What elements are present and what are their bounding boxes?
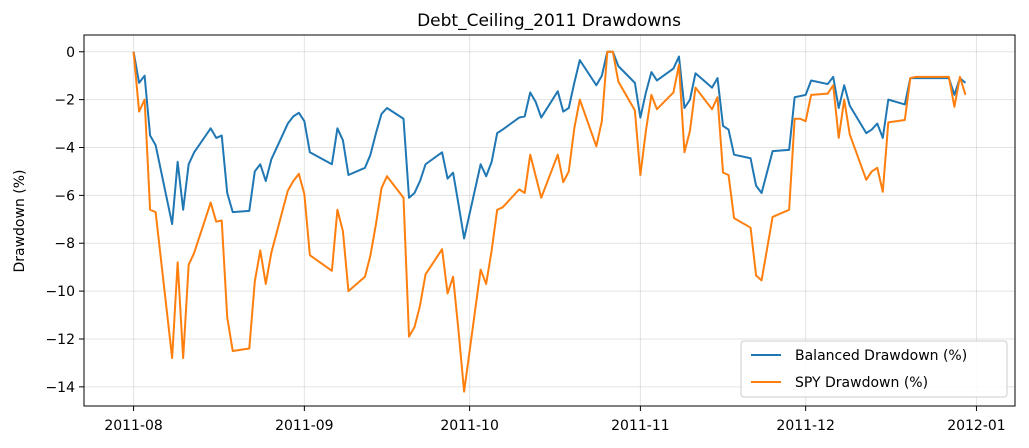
y-tick-label: −14 xyxy=(45,380,75,396)
x-tick-label: 2011-10 xyxy=(440,418,499,434)
series-line-spy xyxy=(132,50,967,393)
axis-ticks: 2011-08 2011-09 2011-10 2011-11 2011-12 2012-… xyxy=(45,45,1005,434)
y-tick-label: −12 xyxy=(45,332,75,348)
y-tick-label: −2 xyxy=(54,93,75,109)
grid xyxy=(84,35,1015,406)
y-tick-label: −4 xyxy=(54,140,75,156)
y-tick-label: −8 xyxy=(54,236,75,252)
y-tick-label: −6 xyxy=(54,188,75,204)
series-lines xyxy=(132,50,967,393)
x-tick-label: 2012-01 xyxy=(947,418,1006,434)
y-tick-label: −10 xyxy=(45,284,75,300)
x-tick-label: 2011-08 xyxy=(104,418,163,434)
legend-box xyxy=(740,340,1008,398)
x-tick-label: 2011-11 xyxy=(611,418,670,434)
x-tick-label: 2011-09 xyxy=(275,418,334,434)
chart-title: Debt_Ceiling_2011 Drawdowns xyxy=(417,11,681,31)
legend-label-balanced: Balanced Drawdown (%) xyxy=(795,348,967,364)
legend-label-spy: SPY Drawdown (%) xyxy=(795,375,928,391)
plot-frame xyxy=(83,34,1016,407)
series-line-balanced xyxy=(132,50,967,240)
legend: Balanced Drawdown (%) SPY Drawdown (%) xyxy=(740,340,1008,398)
x-tick-label: 2011-12 xyxy=(776,418,835,434)
y-axis-label: Drawdown (%) xyxy=(12,169,28,272)
y-tick-label: 0 xyxy=(66,45,75,61)
